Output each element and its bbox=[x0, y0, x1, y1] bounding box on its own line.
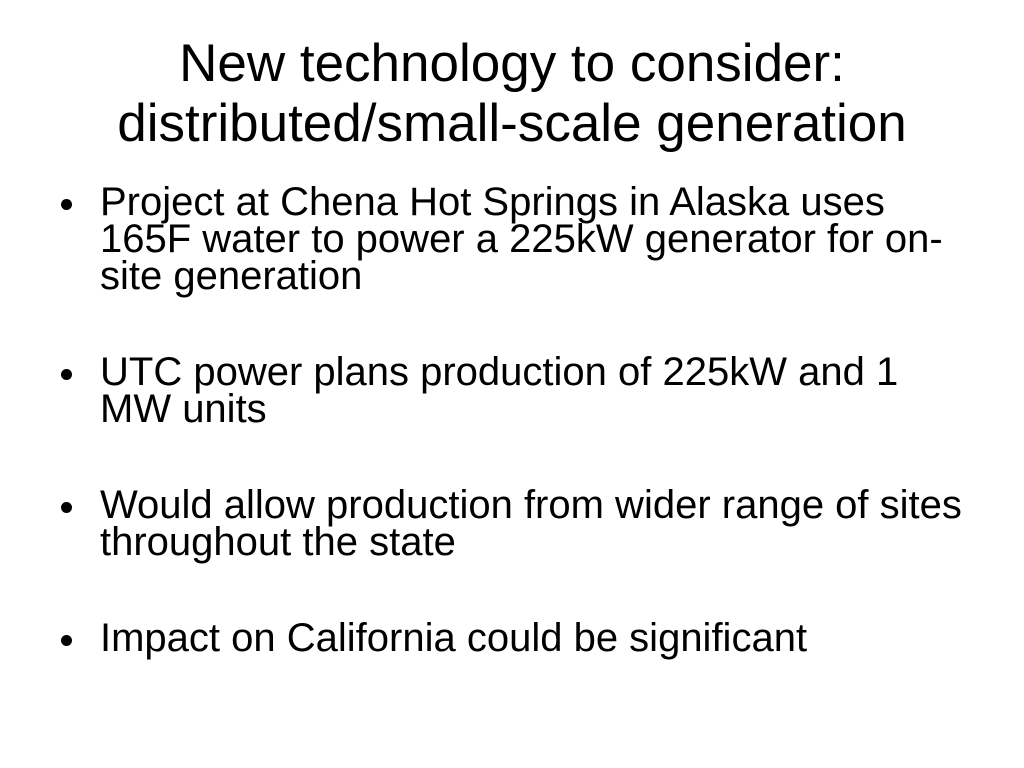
slide-title: New technology to consider: distributed/… bbox=[0, 34, 1024, 154]
bullet-text-4: Impact on California could be significan… bbox=[100, 616, 808, 660]
slide-body: Project at Chena Hot Springs in Alaska u… bbox=[61, 180, 1008, 716]
bullet-3-line-1: Would allow production from wider range … bbox=[100, 483, 962, 527]
slide-title-line-1: New technology to consider: bbox=[179, 34, 845, 93]
bullet-text-3: Would allow production from wider range … bbox=[100, 483, 962, 564]
bullet-dot-icon bbox=[61, 369, 72, 380]
bullet-dot-icon bbox=[61, 199, 72, 210]
bullet-item-2: UTC power plans production of 225kW and … bbox=[61, 350, 1008, 431]
bullet-text-1: Project at Chena Hot Springs in Alaska u… bbox=[100, 180, 943, 298]
bullet-dot-icon bbox=[61, 635, 72, 646]
bullet-4-line-1: Impact on California could be significan… bbox=[100, 616, 808, 660]
bullet-item-4: Impact on California could be significan… bbox=[61, 616, 1008, 660]
bullet-item-3: Would allow production from wider range … bbox=[61, 483, 1008, 564]
bullet-3-line-2: throughout the state bbox=[100, 520, 456, 564]
bullet-2-line-1: UTC power plans production of 225kW and … bbox=[100, 350, 899, 394]
bullet-1-line-2: 165F water to power a 225kW generator fo… bbox=[100, 217, 943, 261]
bullet-2-line-2: MW units bbox=[100, 387, 267, 431]
bullet-1-line-1: Project at Chena Hot Springs in Alaska u… bbox=[100, 180, 885, 224]
slide-title-line-2: distributed/small-scale generation bbox=[117, 94, 907, 153]
bullet-1-line-3: site generation bbox=[100, 254, 363, 298]
bullet-dot-icon bbox=[61, 502, 72, 513]
bullet-text-2: UTC power plans production of 225kW and … bbox=[100, 350, 899, 431]
bullet-item-1: Project at Chena Hot Springs in Alaska u… bbox=[61, 180, 1008, 298]
